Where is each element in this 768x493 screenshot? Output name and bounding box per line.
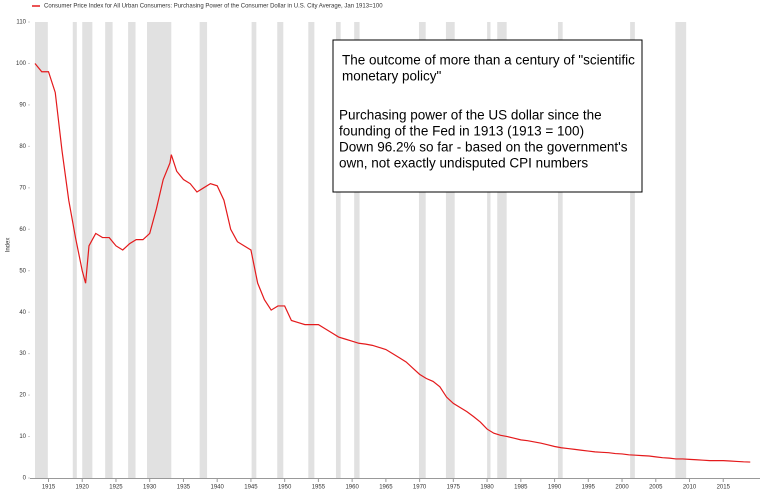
recession-band: [487, 22, 491, 478]
recession-band: [445, 22, 455, 478]
x-tick-label: 1930: [143, 485, 157, 491]
legend-label: Consumer Price Index for All Urban Consu…: [44, 4, 383, 10]
y-tick-label: 30: [19, 351, 26, 357]
recession-band: [497, 22, 507, 478]
x-tick-label: 1940: [211, 485, 225, 491]
x-tick-label: 1915: [42, 485, 56, 491]
y-tick-label: 100: [16, 61, 27, 67]
recession-band: [72, 22, 77, 478]
series-line: [34, 63, 751, 463]
recession-band: [277, 22, 284, 478]
x-tick-label: 1995: [582, 485, 596, 491]
recession-band: [147, 22, 172, 478]
x-tick-label: 1970: [413, 485, 427, 491]
recession-band: [630, 22, 635, 478]
annotation-body: founding of the Fed in 1913 (1913 = 100): [339, 124, 584, 139]
recession-band: [105, 22, 113, 478]
recession-band: [418, 22, 426, 478]
x-tick-label: 1965: [379, 485, 393, 491]
x-tick-label: 2000: [615, 485, 629, 491]
x-tick-label: 1945: [244, 485, 258, 491]
y-tick-label: 10: [19, 434, 26, 440]
x-tick-label: 1980: [480, 485, 494, 491]
x-tick-label: 1985: [514, 485, 528, 491]
x-tick-label: 2010: [683, 485, 697, 491]
annotation-body: own, not exactly undisputed CPI numbers: [339, 156, 588, 171]
y-tick-label: 70: [19, 185, 26, 191]
annotation-body: Down 96.2% so far - based on the governm…: [339, 140, 628, 155]
y-tick-label: 90: [19, 102, 26, 108]
y-tick-label: 40: [19, 310, 26, 316]
x-tick-label: 1925: [109, 485, 123, 491]
y-axis-label: Index: [6, 238, 12, 253]
x-tick-label: 1920: [76, 485, 90, 491]
x-tick-label: 1935: [177, 485, 191, 491]
annotation-heading: monetary policy": [342, 69, 442, 84]
y-tick-label: 110: [16, 20, 26, 26]
recession-band: [308, 22, 315, 478]
y-tick-label: 0: [23, 476, 27, 482]
lines: [34, 63, 751, 463]
x-tick-label: 2005: [649, 485, 663, 491]
x-tick-label: 1955: [312, 485, 326, 491]
recession-band: [199, 22, 208, 478]
y-tick-label: 50: [19, 268, 26, 274]
annotation-body: Purchasing power of the US dollar since …: [339, 108, 602, 123]
annotation-heading: The outcome of more than a century of "s…: [342, 53, 635, 68]
recession-band: [128, 22, 136, 478]
x-tick-label: 1960: [345, 485, 359, 491]
annotation-box: [332, 39, 643, 193]
x-tick-label: 1950: [278, 485, 292, 491]
recession-bands: [35, 22, 687, 478]
x-tick-label: 1990: [548, 485, 562, 491]
y-tick-label: 20: [19, 393, 26, 399]
recession-band: [82, 22, 93, 478]
recession-band: [675, 22, 687, 478]
recession-band: [251, 22, 257, 478]
recession-band: [335, 22, 341, 478]
y-tick-label: 80: [19, 144, 26, 150]
recession-band: [557, 22, 563, 478]
recession-band: [354, 22, 360, 478]
recession-band: [35, 22, 48, 478]
y-tick-label: 60: [19, 227, 26, 233]
x-tick-label: 1975: [447, 485, 461, 491]
axes: 0 10 20 30 40 50 60 70 80 90 100 110 1915 1920 1925 193…: [16, 20, 760, 491]
x-tick-label: 2015: [717, 485, 731, 491]
